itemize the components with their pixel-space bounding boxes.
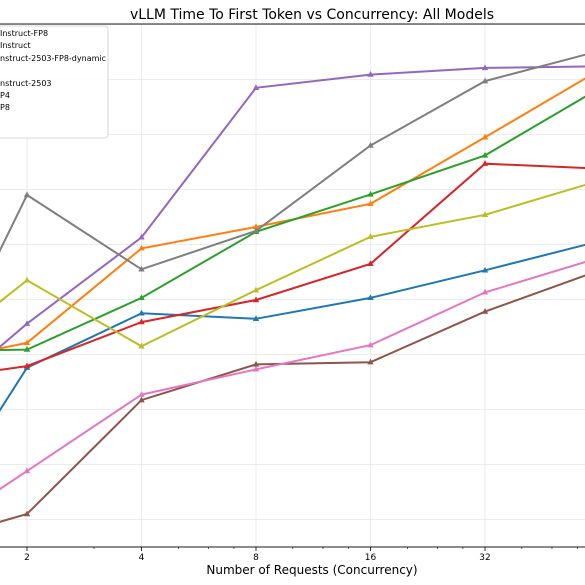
data-point	[481, 133, 489, 140]
data-point	[138, 265, 145, 272]
data-point	[367, 190, 374, 197]
data-point	[23, 320, 31, 326]
series-line	[0, 243, 585, 412]
series-8	[0, 53, 585, 272]
data-point	[138, 294, 145, 301]
series-6	[0, 274, 585, 523]
data-point	[252, 315, 260, 321]
data-point	[138, 318, 145, 325]
plot-frame	[0, 23, 585, 548]
data-point	[252, 223, 260, 230]
x-tick-label: 16	[365, 553, 377, 563]
x-ticks: 2 4 8 16 32	[24, 547, 578, 563]
series-7	[0, 261, 585, 491]
data-point	[138, 342, 145, 349]
data-point	[252, 296, 260, 303]
data-point	[481, 266, 489, 273]
data-point	[23, 276, 31, 283]
x-tick-label: 2	[24, 553, 30, 563]
data-point	[23, 191, 31, 198]
data-point	[367, 233, 374, 239]
data-point	[367, 200, 374, 206]
series-2	[0, 77, 585, 350]
data-point	[138, 233, 145, 240]
data-point	[23, 339, 31, 346]
data-point	[367, 71, 374, 77]
series-1	[0, 243, 585, 412]
data-point	[481, 77, 489, 84]
data-point	[367, 341, 374, 348]
legend-entry: nstruct-2503	[0, 79, 52, 88]
data-point	[23, 362, 31, 369]
data-point	[138, 309, 145, 316]
data-point	[367, 294, 374, 301]
data-point	[367, 358, 374, 365]
data-point	[138, 244, 145, 251]
legend-box	[0, 25, 109, 139]
chart-title: vLLM Time To First Token vs Concurrency:…	[130, 7, 494, 23]
data-point	[481, 288, 489, 295]
data-point	[481, 160, 489, 166]
data-point	[23, 510, 31, 517]
x-tick-label: 32	[479, 553, 490, 563]
data-point	[367, 260, 374, 266]
series-9	[0, 183, 585, 349]
data-point	[138, 391, 145, 397]
series-layer	[0, 53, 585, 523]
x-tick-label: 8	[253, 553, 259, 563]
legend-entry: Instruct-FP8	[0, 29, 48, 38]
x-axis-label: Number of Requests (Concurrency)	[206, 563, 417, 577]
data-point	[252, 286, 260, 293]
legend-entry: P8	[0, 103, 10, 112]
data-point	[481, 308, 489, 314]
legend-entry: P4	[0, 91, 10, 100]
data-point	[481, 151, 489, 158]
legend-entry: nstruct-2503-FP8-dynamic	[0, 54, 106, 63]
legend: Instruct-FP8 Instruct nstruct-2503-FP8-dyn…	[0, 25, 109, 139]
data-point	[252, 365, 260, 372]
x-tick-label: 4	[139, 553, 145, 563]
data-point	[252, 227, 260, 233]
data-point	[23, 346, 31, 352]
data-point	[481, 211, 489, 217]
data-point	[252, 84, 260, 90]
legend-entry: Instruct	[0, 41, 31, 50]
data-point	[138, 396, 145, 403]
data-point	[23, 467, 31, 474]
data-point	[367, 142, 374, 148]
data-point	[252, 360, 260, 367]
series-4	[0, 160, 585, 371]
data-point	[481, 64, 489, 71]
series-line	[0, 261, 585, 491]
series-5	[0, 64, 585, 348]
